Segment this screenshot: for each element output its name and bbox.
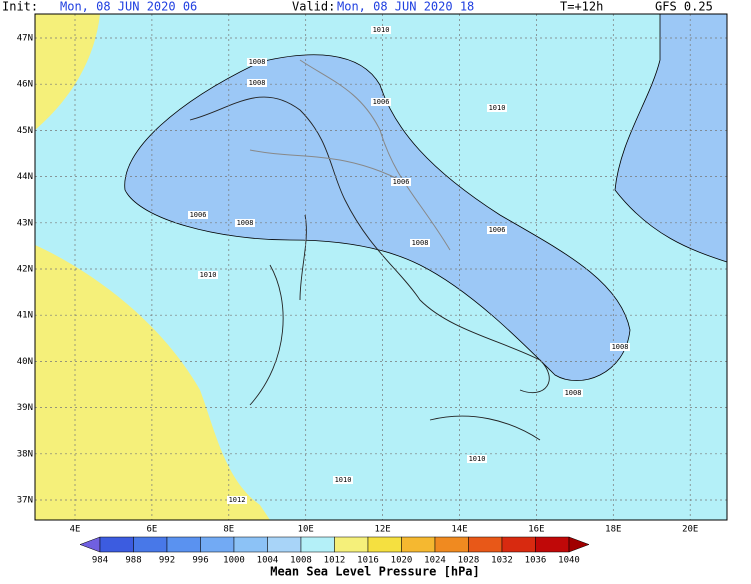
colorbar-title: Mean Sea Level Pressure [hPa] <box>270 565 480 579</box>
colorbar-tick-label: 1020 <box>391 556 413 566</box>
contour-label: 1010 <box>200 271 217 279</box>
colorbar-swatch <box>501 536 536 553</box>
colorbar-tick-label: 1012 <box>324 556 346 566</box>
lat-label: 43N <box>17 218 33 228</box>
contour-label-bg <box>188 211 208 219</box>
colorbar-tick-label: 1000 <box>223 556 245 566</box>
contour-label-bg <box>563 389 583 397</box>
colorbar-tick-label: 1008 <box>290 556 312 566</box>
valid-date: Mon, 08 JUN 2020 18 <box>337 0 474 14</box>
colorbar-swatch <box>166 536 201 553</box>
contour-label-bg <box>410 239 430 247</box>
contour-label-bg <box>247 58 267 66</box>
contour-label: 1006 <box>190 211 207 219</box>
colorbar-swatch <box>233 536 268 553</box>
contour-label-bg <box>487 226 507 234</box>
lon-label: 6E <box>146 525 157 535</box>
colorbar-tick-label: 996 <box>192 556 208 566</box>
colorbar-tick-label: 1016 <box>357 556 379 566</box>
lon-label: 18E <box>605 525 621 535</box>
colorbar-swatch <box>535 536 570 553</box>
lat-label: 40N <box>17 357 33 367</box>
lat-label: 46N <box>17 80 33 90</box>
contour-label-bg <box>333 476 353 484</box>
contour-label: 1008 <box>412 239 429 247</box>
contour-label-bg <box>487 104 507 112</box>
colorbar-tick-label: 1028 <box>458 556 480 566</box>
lon-label: 20E <box>682 525 698 535</box>
lat-label: 45N <box>17 126 33 136</box>
high-pressure-area <box>35 14 100 130</box>
colorbar-swatch <box>568 536 590 553</box>
lon-label: 12E <box>374 525 390 535</box>
colorbar-swatch <box>401 536 436 553</box>
low-pressure-area <box>614 13 728 263</box>
contour-label: 1006 <box>489 226 506 234</box>
contour-label: 1008 <box>237 219 254 227</box>
coastline <box>189 96 550 441</box>
lon-label: 4E <box>70 525 81 535</box>
colorbar-tick-label: 1024 <box>424 556 446 566</box>
colorbar-swatch <box>468 536 503 553</box>
contour-label-bg <box>467 455 487 463</box>
colorbar-swatch <box>267 536 302 553</box>
lat-label: 37N <box>17 496 33 506</box>
colorbar-tick-label: 1032 <box>491 556 513 566</box>
contour-label-bg <box>371 98 391 106</box>
contour-label: 1010 <box>489 104 506 112</box>
contour-label: 1008 <box>612 343 629 351</box>
contour-label-bg <box>227 496 247 504</box>
colorbar-tick-label: 984 <box>92 556 108 566</box>
contour-label: 1010 <box>335 476 352 484</box>
colorbar-swatch <box>99 536 134 553</box>
contour-label-bg <box>198 271 218 279</box>
contour-label: 1008 <box>249 58 266 66</box>
contour-label-bg <box>610 343 630 351</box>
colorbar-swatch <box>200 536 235 553</box>
model-name: GFS 0.25 <box>655 0 713 14</box>
colorbar-swatch <box>300 536 335 553</box>
colorbar-swatch <box>334 536 369 553</box>
low-pressure-area <box>124 54 631 382</box>
colorbar-swatch <box>434 536 469 553</box>
colorbar-tick-label: 1036 <box>525 556 547 566</box>
contour-label-bg <box>247 79 267 87</box>
colorbar-swatch <box>133 536 168 553</box>
contour-label-bg <box>391 178 411 186</box>
contour-label: 1008 <box>565 389 582 397</box>
lat-label: 47N <box>17 34 33 44</box>
contour-label-bg <box>235 219 255 227</box>
contour-label: 1006 <box>393 178 410 186</box>
colorbar-swatch <box>367 536 402 553</box>
contour-label-bg <box>371 26 391 34</box>
map-frame <box>34 13 728 521</box>
contour-label: 1008 <box>249 79 266 87</box>
lon-label: 8E <box>223 525 234 535</box>
high-pressure-area <box>35 245 270 520</box>
lon-label: 10E <box>298 525 314 535</box>
init-date: Mon, 08 JUN 2020 06 <box>60 0 197 14</box>
lon-label: 14E <box>451 525 467 535</box>
lon-label: 16E <box>528 525 544 535</box>
colorbar-tick-label: 992 <box>159 556 175 566</box>
colorbar-tick-label: 1040 <box>558 556 580 566</box>
lat-label: 44N <box>17 172 33 182</box>
lat-label: 39N <box>17 403 33 413</box>
init-label: Init: <box>2 0 38 14</box>
colorbar-tick-label: 988 <box>125 556 141 566</box>
valid-label: Valid: <box>292 0 335 14</box>
lead-time: T=+12h <box>560 0 603 14</box>
contour-label: 1010 <box>469 455 486 463</box>
colorbar-tick-label: 1004 <box>257 556 279 566</box>
contour-label: 1012 <box>229 496 246 504</box>
lat-label: 41N <box>17 311 33 321</box>
lat-label: 42N <box>17 265 33 275</box>
lat-label: 38N <box>17 449 33 459</box>
contour-label: 1006 <box>373 98 390 106</box>
contour-label: 1010 <box>373 26 390 34</box>
colorbar-swatch <box>79 536 101 553</box>
